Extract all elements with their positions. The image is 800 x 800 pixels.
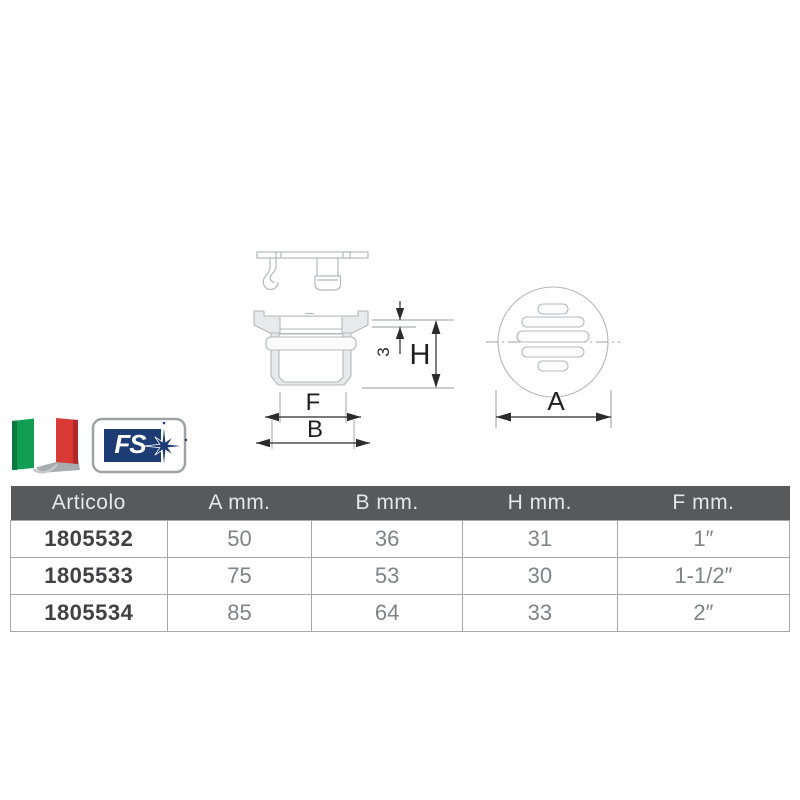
cell-articolo: 1805534 xyxy=(10,594,168,632)
table-row: 1805532 50 36 31 1″ xyxy=(10,520,791,558)
dim-f: F xyxy=(265,389,361,423)
dim-a-label: A xyxy=(547,386,565,416)
col-header-a: A mm. xyxy=(167,486,312,521)
col-header-b: B mm. xyxy=(311,486,463,521)
dim-b-label: B xyxy=(307,416,323,443)
cell-a: 85 xyxy=(166,594,313,632)
dim-a: A xyxy=(495,386,612,428)
compass-star-icon xyxy=(143,423,185,469)
spring-clip xyxy=(262,258,279,291)
arrowhead-icon xyxy=(431,374,441,388)
cell-h: 33 xyxy=(461,594,618,632)
dim-b: B xyxy=(256,416,370,449)
arrowhead-icon xyxy=(356,438,370,448)
cell-a: 50 xyxy=(166,520,313,558)
cell-articolo: 1805533 xyxy=(10,557,168,595)
top-view xyxy=(486,286,620,398)
cell-a: 75 xyxy=(166,557,313,595)
cell-h: 31 xyxy=(461,520,618,558)
logo-text: FS xyxy=(114,429,147,459)
cell-b: 53 xyxy=(311,557,463,595)
technical-drawing: 3 H F B xyxy=(12,251,620,474)
col-header-f: F mm. xyxy=(617,486,790,521)
profile-spigot xyxy=(314,258,342,291)
table-row: 1805534 85 64 33 2″ xyxy=(10,594,791,632)
arrowhead-icon xyxy=(265,412,279,422)
fs-logo: FS xyxy=(91,417,188,474)
cell-f: 2″ xyxy=(616,594,791,632)
table-row: 1805533 75 53 30 1-1/2″ xyxy=(10,557,791,595)
arrowhead-icon xyxy=(496,412,511,422)
dim-3-label: 3 xyxy=(374,347,393,356)
section-view xyxy=(253,310,369,386)
arrowhead-icon xyxy=(256,438,270,448)
grille-slots xyxy=(516,303,590,372)
cell-f: 1″ xyxy=(616,520,791,558)
profile-notch xyxy=(342,251,351,259)
arrowhead-icon xyxy=(395,308,405,320)
section-oring-band xyxy=(265,336,357,351)
side-profile-view xyxy=(256,251,369,291)
arrowhead-icon xyxy=(596,412,611,422)
dim-f-label: F xyxy=(306,389,321,416)
dim-h-label: H xyxy=(410,339,431,371)
dim-3: 3 xyxy=(372,301,454,357)
table-header-row: Articolo A mm. B mm. H mm. F mm. xyxy=(10,486,790,521)
arrowhead-icon xyxy=(431,320,441,334)
cell-h: 30 xyxy=(461,557,618,595)
cell-b: 64 xyxy=(311,594,463,632)
arrowhead-icon xyxy=(395,327,405,339)
cell-b: 36 xyxy=(311,520,463,558)
col-header-articolo: Articolo xyxy=(10,486,168,521)
cell-f: 1-1/2″ xyxy=(616,557,791,595)
dim-h: H xyxy=(362,320,454,389)
italy-flag-icon xyxy=(12,418,80,474)
cell-articolo: 1805532 xyxy=(10,520,168,558)
arrowhead-icon xyxy=(347,412,361,422)
profile-plate xyxy=(256,251,369,259)
col-header-h: H mm. xyxy=(462,486,618,521)
spec-table: Articolo A mm. B mm. H mm. F mm. 1805532… xyxy=(10,486,791,632)
